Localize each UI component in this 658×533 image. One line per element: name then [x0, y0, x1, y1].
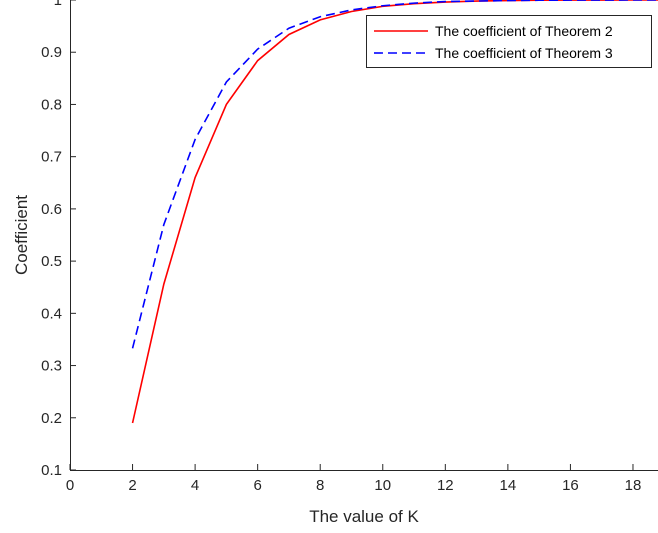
x-tick-label: 0 [66, 477, 74, 494]
x-tick-label: 14 [500, 477, 517, 494]
legend-box [366, 15, 652, 68]
y-tick-label: 0.8 [41, 96, 62, 113]
plot-area: 0 2 4 6 8 10 12 14 16 18 0.1 0.2 0.3 0.4 0.5 0.6 0.7 0.8… [41, 0, 658, 494]
y-axis-label: Coefficient [12, 195, 31, 275]
x-tick-label: 16 [562, 477, 579, 494]
y-tick-label: 0.3 [41, 358, 62, 375]
x-tick-label: 10 [374, 477, 391, 494]
y-tick-label: 0.1 [41, 462, 62, 479]
x-ticks: 0 2 4 6 8 10 12 14 16 18 [66, 464, 641, 494]
legend-entry-theorem-2: The coefficient of Theorem 2 [435, 23, 613, 39]
y-ticks: 0.1 0.2 0.3 0.4 0.5 0.6 0.7 0.8 0.9 1 [41, 0, 76, 479]
x-tick-label: 2 [128, 477, 136, 494]
y-tick-label: 1 [54, 0, 62, 9]
legend: The coefficient of Theorem 2 The coeffic… [366, 15, 652, 68]
x-tick-label: 6 [253, 477, 261, 494]
x-tick-label: 18 [625, 477, 642, 494]
x-axis-label: The value of K [309, 507, 419, 526]
y-tick-label: 0.7 [41, 149, 62, 166]
y-tick-label: 0.5 [41, 253, 62, 270]
y-tick-label: 0.6 [41, 201, 62, 218]
y-tick-label: 0.9 [41, 44, 62, 61]
x-tick-label: 8 [316, 477, 324, 494]
x-tick-label: 4 [191, 477, 199, 494]
x-tick-label: 12 [437, 477, 454, 494]
y-tick-label: 0.4 [41, 305, 62, 322]
y-tick-label: 0.2 [41, 410, 62, 427]
legend-entry-theorem-3: The coefficient of Theorem 3 [435, 45, 613, 61]
series-line-theorem-3 [131, 0, 658, 349]
series-layer [131, 0, 658, 424]
